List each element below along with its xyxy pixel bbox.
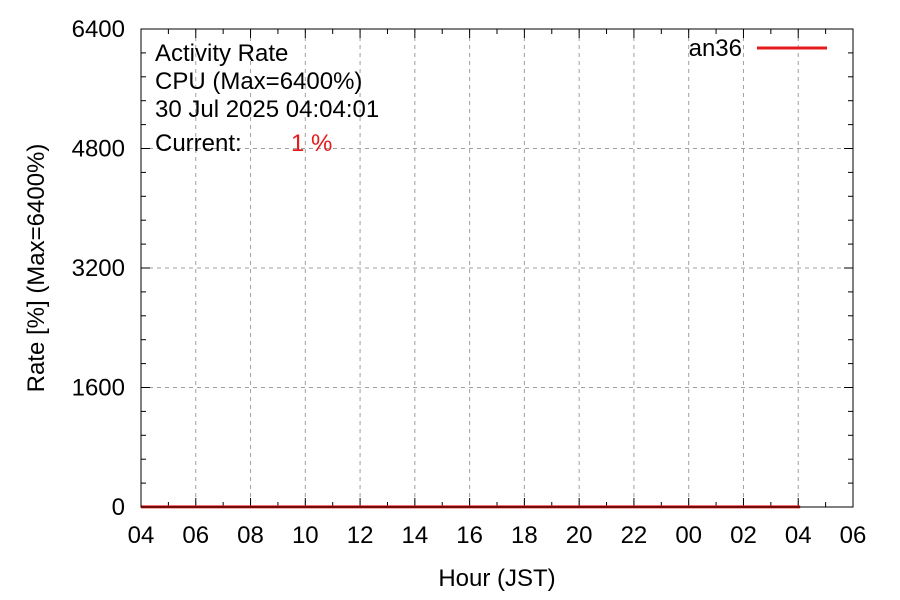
current-label: Current: <box>155 130 242 157</box>
x-tick-label: 02 <box>730 522 757 549</box>
x-tick-label: 04 <box>128 522 155 549</box>
chart-timestamp: 30 Jul 2025 04:04:01 <box>155 96 379 123</box>
y-tick-label: 1600 <box>72 375 125 402</box>
y-tick-label: 4800 <box>72 136 125 163</box>
x-tick-label: 06 <box>182 522 209 549</box>
x-tick-label: 16 <box>456 522 483 549</box>
x-tick-label: 14 <box>401 522 428 549</box>
legend-entry-an36: an36 <box>689 35 742 62</box>
x-tick-labels: 04 06 08 10 12 14 16 18 20 22 00 02 04 06 <box>128 522 867 549</box>
x-tick-label: 00 <box>675 522 702 549</box>
y-tick-labels: 0 1600 3200 4800 6400 <box>72 16 125 521</box>
current-value: 1 % <box>291 130 332 157</box>
chart-title: Activity Rate <box>155 40 288 67</box>
y-tick-label: 3200 <box>72 255 125 282</box>
x-tick-label: 20 <box>566 522 593 549</box>
plot-frame <box>140 28 854 508</box>
chart-subtitle: CPU (Max=6400%) <box>155 68 362 95</box>
y-tick-label: 6400 <box>72 16 125 43</box>
x-tick-label: 10 <box>292 522 319 549</box>
x-tick-label: 06 <box>840 522 867 549</box>
x-axis-label: Hour (JST) <box>438 565 555 592</box>
x-tick-label: 22 <box>621 522 648 549</box>
x-tick-label: 12 <box>347 522 374 549</box>
y-axis-label: Rate [%] (Max=6400%) <box>23 144 50 393</box>
y-tick-label: 0 <box>112 494 125 521</box>
x-tick-label: 18 <box>511 522 538 549</box>
x-tick-label: 04 <box>785 522 812 549</box>
x-tick-label: 08 <box>237 522 264 549</box>
